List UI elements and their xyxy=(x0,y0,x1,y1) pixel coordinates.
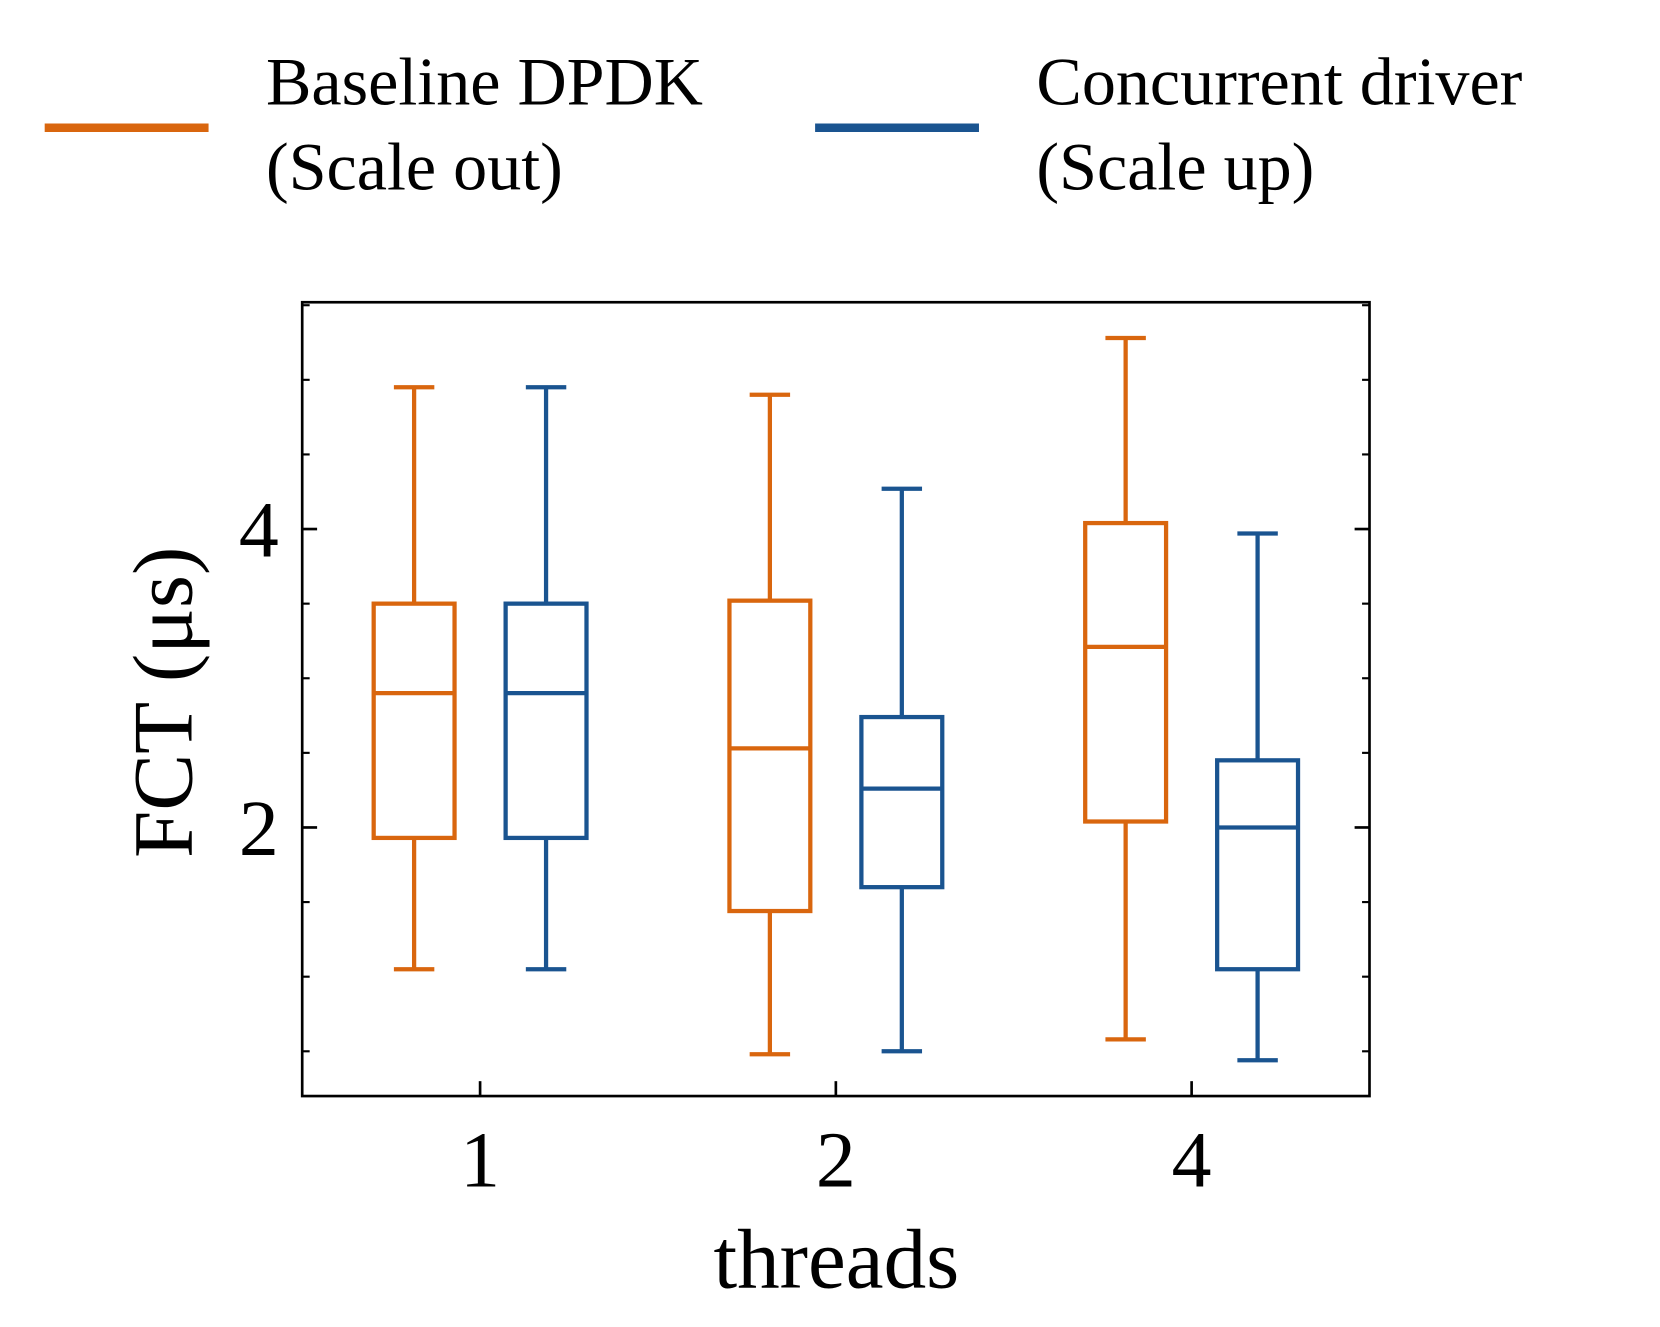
box xyxy=(727,598,813,914)
x-axis-label: threads xyxy=(713,1213,959,1307)
box xyxy=(371,601,457,841)
box xyxy=(1215,758,1301,972)
box xyxy=(503,601,589,841)
legend-label: Baseline DPDK xyxy=(266,43,703,119)
box xyxy=(1083,520,1169,824)
plot-frame xyxy=(300,300,1371,1098)
legend-label: (Scale up) xyxy=(1036,128,1314,204)
y-tick-label: 2 xyxy=(239,785,279,873)
legend-label: Concurrent driver xyxy=(1036,43,1522,119)
y-tick-label: 4 xyxy=(239,487,279,575)
box xyxy=(859,714,945,890)
y-axis-label: FCT (μs) xyxy=(117,547,211,858)
x-tick-label: 1 xyxy=(460,1117,500,1205)
x-tick-label: 4 xyxy=(1172,1117,1212,1205)
legend-label: (Scale out) xyxy=(266,128,563,204)
x-tick-label: 2 xyxy=(816,1117,856,1205)
